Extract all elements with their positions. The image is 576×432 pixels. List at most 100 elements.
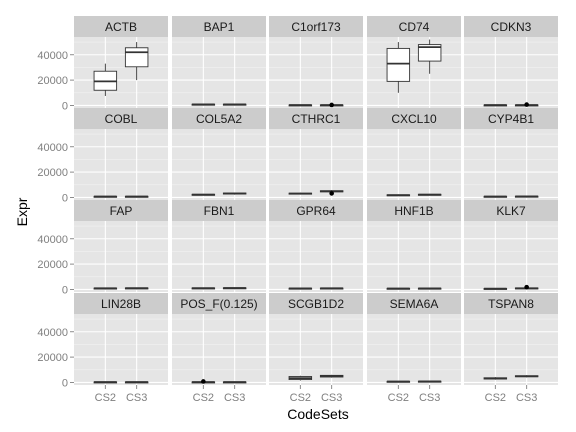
x-tick-label: CS3 xyxy=(321,392,342,404)
box-cs3 xyxy=(417,380,442,383)
facet-strip xyxy=(74,200,168,221)
box-cs2 xyxy=(93,63,118,96)
facet-panel: FBN1 xyxy=(172,200,266,292)
box-cs2 xyxy=(288,375,313,381)
facet-panel: COBL 0 20000 40000 xyxy=(37,108,168,204)
box-cs2 xyxy=(191,193,216,196)
x-tick-label: CS3 xyxy=(126,392,147,404)
outlier-point xyxy=(329,102,334,108)
box-cs3 xyxy=(319,102,344,108)
facet-strip-label: CD74 xyxy=(399,20,430,34)
facet-panel: C1orf173 xyxy=(269,16,363,108)
facet-panel-bg xyxy=(269,221,363,292)
y-tick-label: 20000 xyxy=(37,167,68,179)
facet-strip xyxy=(74,108,168,129)
box-cs3 xyxy=(514,284,539,290)
y-tick-label: 0 xyxy=(62,377,68,389)
x-tick-label: CS2 xyxy=(95,392,116,404)
facet-strip-label: GPR64 xyxy=(296,204,336,218)
facet-panel-bg xyxy=(74,314,168,385)
facet-strip-label: CYP4B1 xyxy=(488,112,534,126)
box-cs2 xyxy=(191,287,216,290)
box-cs2 xyxy=(191,103,216,106)
facet-strip-label: FAP xyxy=(110,204,133,218)
box-cs3 xyxy=(417,193,442,196)
x-tick-label: CS2 xyxy=(485,392,506,404)
facet-strip-label: TSPAN8 xyxy=(488,297,534,311)
facet-strip-label: HNF1B xyxy=(394,204,433,218)
y-tick-label: 40000 xyxy=(37,327,68,339)
y-tick-label: 0 xyxy=(62,192,68,204)
facet-strip xyxy=(74,293,168,314)
facet-panel-bg xyxy=(464,37,558,108)
box-cs3 xyxy=(417,287,442,290)
facet-strip-label: ACTB xyxy=(105,20,137,34)
facet-panel-bg xyxy=(172,37,266,108)
facet-strip-label: SEMA6A xyxy=(390,297,439,311)
facet-strip xyxy=(367,108,461,129)
facet-strip-label: CTHRC1 xyxy=(292,112,341,126)
facet-panel: CDKN3 xyxy=(464,16,558,108)
facet-strip xyxy=(367,200,461,221)
box-cs3 xyxy=(319,287,344,290)
box-cs2 xyxy=(93,195,118,198)
outlier-point xyxy=(524,102,529,107)
facet-panel-bg xyxy=(172,221,266,292)
x-tick-label: CS2 xyxy=(193,392,214,404)
facet-strip-label: LIN28B xyxy=(101,297,141,311)
facet-grid: ACTB 0 20000 40000 BAP1 C1orf173 CD74 CDKN3 COBL… xyxy=(37,16,558,404)
facet-strip xyxy=(464,293,558,314)
facet-panel-bg xyxy=(464,221,558,292)
y-tick-label: 40000 xyxy=(37,142,68,154)
facet-panel-bg xyxy=(172,129,266,200)
facet-panel: CYP4B1 xyxy=(464,108,558,200)
box-cs3 xyxy=(514,195,539,198)
facet-panel: SEMA6A CS2 CS3 xyxy=(367,293,461,404)
box-cs3 xyxy=(319,190,344,196)
facet-panel: CXCL10 xyxy=(367,108,461,200)
box-cs2 xyxy=(386,42,411,93)
box-body xyxy=(386,47,411,82)
outlier-point xyxy=(201,379,206,384)
facet-strip xyxy=(172,108,266,129)
box-cs3 xyxy=(222,381,247,384)
facet-panel: CTHRC1 xyxy=(269,108,363,200)
x-tick-label: CS2 xyxy=(388,392,409,404)
facet-panel: KLK7 xyxy=(464,200,558,292)
box-cs2 xyxy=(288,192,313,195)
facet-strip-label: POS_F(0.125) xyxy=(180,297,257,311)
facet-strip xyxy=(464,16,558,37)
y-tick-label: 40000 xyxy=(37,234,68,246)
facet-strip xyxy=(74,16,168,37)
facet-strip xyxy=(269,108,363,129)
facet-strip xyxy=(269,200,363,221)
outlier-point xyxy=(524,284,529,290)
box-cs2 xyxy=(386,194,411,197)
x-tick-label: CS3 xyxy=(224,392,245,404)
facet-panel: GPR64 xyxy=(269,200,363,292)
facet-strip xyxy=(172,293,266,314)
box-cs3 xyxy=(124,287,149,290)
facet-strip xyxy=(269,293,363,314)
facet-panel-bg xyxy=(74,129,168,200)
box-cs3 xyxy=(124,42,149,81)
facet-panel: POS_F(0.125) CS2 CS3 xyxy=(172,293,266,404)
facet-strip-label: BAP1 xyxy=(204,20,235,34)
facet-strip xyxy=(172,16,266,37)
box-cs3 xyxy=(222,192,247,195)
y-axis-label: Expr xyxy=(14,197,30,226)
facet-strip-label: COL5A2 xyxy=(196,112,242,126)
y-tick-label: 40000 xyxy=(37,50,68,62)
box-cs3 xyxy=(222,287,247,290)
box-cs3 xyxy=(124,381,149,384)
facet-panel-bg xyxy=(269,37,363,108)
facet-panel: FAP 0 20000 40000 xyxy=(37,200,168,296)
y-tick-label: 20000 xyxy=(37,75,68,87)
outlier-point xyxy=(329,191,334,196)
facet-panel: BAP1 xyxy=(172,16,266,108)
facet-panel-bg xyxy=(367,129,461,200)
facet-strip-label: SCGB1D2 xyxy=(288,297,344,311)
facet-strip xyxy=(367,16,461,37)
facet-panel-bg xyxy=(74,221,168,292)
facet-strip xyxy=(464,200,558,221)
